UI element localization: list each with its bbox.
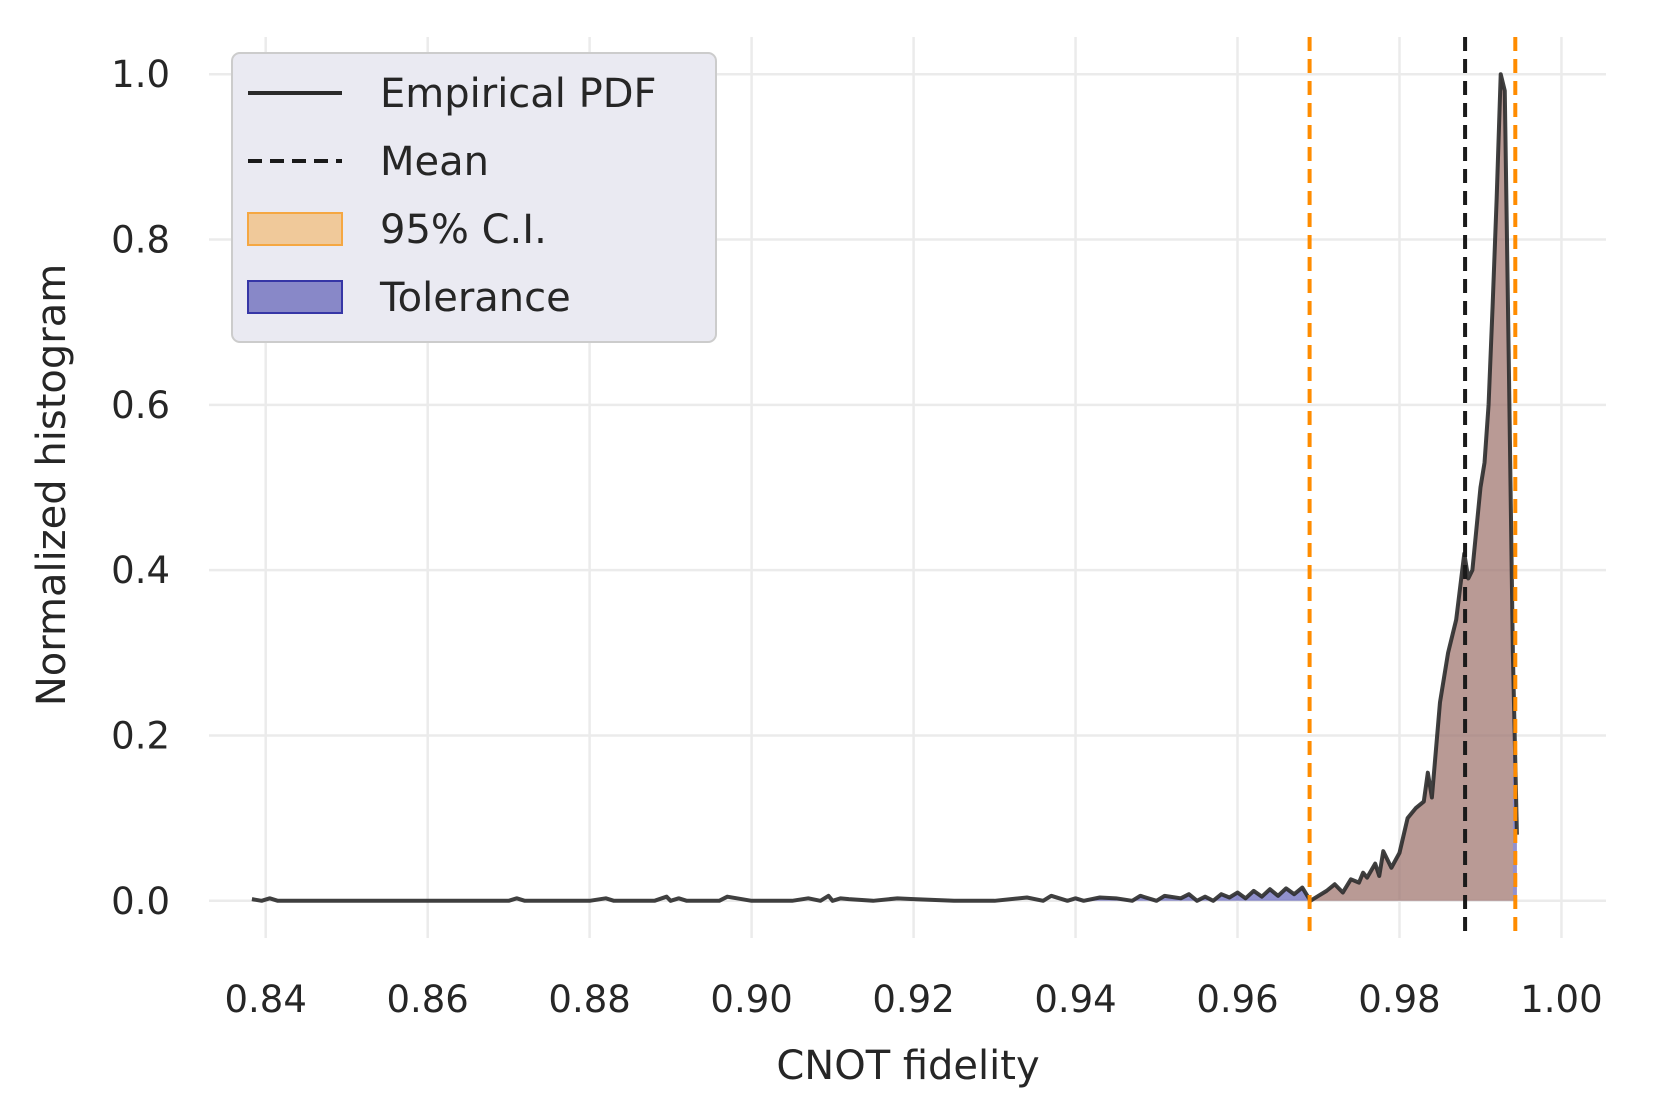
x-tick-label: 0.92	[872, 978, 954, 1021]
x-tick-label: 0.96	[1196, 978, 1278, 1021]
x-tick-label: 0.88	[548, 978, 630, 1021]
y-axis-label: Normalized histogram	[29, 264, 75, 706]
y-tick-label: 0.8	[111, 219, 170, 262]
x-tick-label: 0.98	[1358, 978, 1440, 1021]
legend-label: Empirical PDF	[380, 71, 657, 117]
y-tick-labels: 0.0 0.2 0.4 0.6 0.8 1.0	[111, 53, 170, 923]
legend-label: Mean	[380, 139, 489, 185]
y-tick-label: 0.2	[111, 714, 170, 757]
empirical-pdf-line	[251, 72, 1519, 903]
legend-swatch-tolerance	[247, 280, 343, 314]
legend-swatch-ci	[247, 212, 343, 246]
x-tick-label: 0.90	[710, 978, 792, 1021]
lines	[251, 37, 1519, 938]
x-tick-label: 0.86	[386, 978, 468, 1021]
x-tick-labels: 0.84 0.86 0.88 0.90 0.92 0.94 0.96 0.98 1.00	[224, 978, 1602, 1021]
fills	[1075, 74, 1517, 901]
y-tick-label: 1.0	[111, 53, 170, 96]
x-axis-label: CNOT fidelity	[776, 1043, 1039, 1089]
x-tick-label: 1.00	[1520, 978, 1602, 1021]
legend-label: 95% C.I.	[380, 207, 547, 253]
y-tick-label: 0.0	[111, 880, 170, 923]
x-tick-label: 0.84	[224, 978, 306, 1021]
legend-box	[231, 52, 717, 343]
grid	[209, 37, 1606, 938]
y-tick-label: 0.6	[111, 384, 170, 427]
y-tick-label: 0.4	[111, 549, 170, 592]
tolerance-area	[1075, 74, 1517, 901]
ci-area	[1310, 74, 1513, 901]
x-tick-label: 0.94	[1034, 978, 1116, 1021]
legend-label: Tolerance	[379, 275, 571, 321]
legend: Empirical PDF Mean 95% C.I. Tolerance	[231, 52, 717, 343]
